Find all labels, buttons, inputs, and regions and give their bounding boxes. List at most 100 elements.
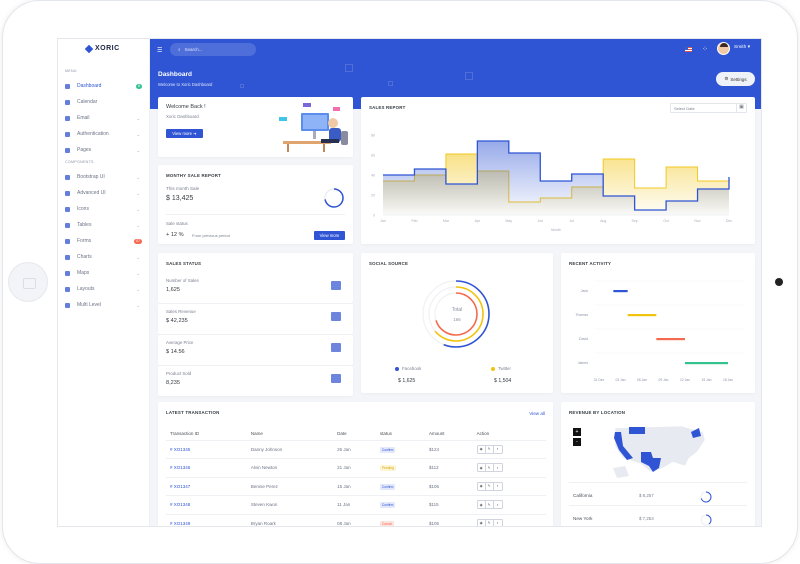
sidebar-item-label: Bootstrap UI: [77, 174, 105, 180]
monthly-view-more-button[interactable]: View more: [314, 231, 345, 240]
welcome-view-more-button[interactable]: View more ➜: [166, 129, 203, 138]
transaction-id-link[interactable]: # XO1345: [166, 440, 247, 459]
sidebar-item-dashboard[interactable]: Dashboard 8: [65, 80, 145, 92]
edit-icon[interactable]: ✎: [486, 482, 494, 490]
location-name: New York: [573, 516, 593, 521]
amount-cell: $105: [424, 514, 473, 526]
eye-icon[interactable]: ◉: [478, 501, 486, 509]
transaction-id-link[interactable]: # XO1346: [166, 458, 247, 478]
sales-status-item: Product Sold 8,235: [158, 366, 353, 396]
social-total-value: 166: [453, 317, 461, 322]
sales-stat-value: $ 42,235: [166, 318, 188, 324]
sidebar-item-advanced-ui[interactable]: Advanced UI ⌄: [65, 187, 145, 199]
action-group: ◉ ✎ ▪: [476, 481, 503, 491]
map-zoom-out-button[interactable]: -: [573, 438, 581, 446]
welcome-subtitle: Xoric Dashboard: [166, 114, 199, 119]
sidebar-item-pages[interactable]: Pages ⌄: [65, 144, 145, 156]
trash-icon[interactable]: ▪: [497, 484, 499, 489]
x-tick-label: Aug: [600, 219, 606, 223]
x-tick-label: Mar: [443, 219, 450, 223]
eye-icon[interactable]: ◉: [478, 464, 486, 472]
sales-status-title: SALES STATUS: [166, 261, 202, 266]
action-group: ◉ ✎ ▪: [476, 444, 503, 454]
eye-icon[interactable]: ◉: [478, 445, 486, 453]
advanced-icon: [65, 190, 70, 196]
sale-status-value: + 12 %: [166, 232, 184, 238]
sidebar-item-calendar[interactable]: Calendar: [65, 96, 145, 108]
sidebar-item-tables[interactable]: Tables ⌄: [65, 219, 145, 231]
sidebar: XORIC MENU Dashboard 8 Calendar Email ⌄ Authe…: [58, 39, 150, 526]
select-date-input[interactable]: Select Date ▣: [670, 103, 747, 113]
x-tick-label: 31 Dec: [594, 378, 605, 382]
logo-icon: [84, 44, 94, 53]
sidebar-item-multi-level[interactable]: Multi Level ⌄: [65, 299, 145, 311]
trash-icon[interactable]: ▪: [497, 447, 499, 452]
status-cell: Pending: [375, 458, 425, 478]
sidebar-item-forms[interactable]: Forms 07: [65, 235, 145, 247]
apps-grid-icon[interactable]: ⁘: [702, 46, 708, 53]
name-cell: Steven Kwon: [246, 495, 334, 515]
action-cell: ◉ ✎ ▪: [472, 495, 546, 515]
trash-icon[interactable]: ▪: [497, 521, 499, 526]
sidebar-item-maps[interactable]: Maps ⌄: [65, 267, 145, 279]
latest-transaction-card: LATEST TRANSACTION View all Transaction …: [158, 402, 553, 526]
us-flag-icon[interactable]: [685, 47, 692, 52]
social-total-label: Total: [451, 307, 463, 313]
sidebar-item-authentication[interactable]: Authentication ⌄: [65, 128, 145, 140]
monitor-icon: [65, 83, 70, 89]
legend-dot: [395, 367, 399, 371]
icons-icon: [65, 206, 70, 212]
view-all-link[interactable]: View all: [529, 411, 545, 416]
task-bar-jack: [613, 290, 628, 293]
edit-icon[interactable]: ✎: [486, 519, 494, 526]
social-source-card: SOCIAL SOURCE Total 166 Facebook $ 1,625 T…: [361, 253, 553, 393]
this-month-label: This month Sale: [166, 186, 200, 191]
edit-icon[interactable]: ✎: [486, 501, 494, 509]
button-label: View more: [172, 131, 193, 136]
sidebar-item-bootstrap-ui[interactable]: Bootstrap UI ⌄: [65, 171, 145, 183]
form-icon: [65, 238, 70, 244]
chevron-down-icon: ⌄: [136, 302, 140, 308]
user-menu[interactable]: Smith ▾: [734, 45, 751, 50]
edit-icon[interactable]: ✎: [486, 464, 494, 472]
sidebar-item-layouts[interactable]: Layouts ⌄: [65, 283, 145, 295]
x-tick-label: Jul: [569, 219, 574, 223]
amount-cell: $112: [424, 458, 473, 478]
transaction-id-link[interactable]: # XO1348: [166, 495, 247, 515]
sidebar-item-email[interactable]: Email ⌄: [65, 112, 145, 124]
transaction-id-link[interactable]: # XO1349: [166, 514, 247, 526]
task-label: James: [578, 361, 589, 365]
sidebar-item-icons[interactable]: Icons ⌄: [65, 203, 145, 215]
developer-illustration: [279, 103, 348, 152]
sales-report-card: SALES REPORT Select Date ▣ 0 20 40 60 80 Jan Fe…: [361, 97, 755, 244]
map-zoom-in-button[interactable]: +: [573, 428, 581, 436]
eye-icon[interactable]: ◉: [478, 482, 486, 490]
date-cell: 15 Jan: [333, 477, 376, 496]
sidebar-item-label: Multi Level: [77, 302, 101, 308]
sidebar-item-label: Authentication: [77, 131, 109, 137]
search-input[interactable]: ⌕ Search...: [170, 43, 256, 56]
x-tick-label: Dec: [726, 219, 732, 223]
edit-icon[interactable]: ✎: [486, 445, 494, 453]
ring-bar-1: [428, 286, 484, 342]
table-icon: [65, 222, 70, 228]
amount-cell: $115: [424, 495, 473, 515]
settings-button[interactable]: ⚙ Settings: [716, 72, 755, 86]
y-tick-label: 60: [371, 154, 375, 158]
chevron-down-icon: ⌄: [136, 206, 140, 212]
action-cell: ◉ ✎ ▪: [472, 440, 546, 459]
sidebar-item-label: Forms: [77, 238, 92, 244]
eye-icon[interactable]: ◉: [478, 519, 486, 526]
sidebar-item-charts[interactable]: Charts ⌄: [65, 251, 145, 263]
trash-icon[interactable]: ▪: [497, 465, 499, 470]
location-progress-ring: [700, 514, 712, 526]
calendar-icon[interactable]: ▣: [736, 104, 746, 112]
trash-icon[interactable]: ▪: [497, 502, 499, 507]
menu-toggle-icon[interactable]: ☰: [157, 48, 163, 54]
location-progress-ring: [700, 491, 712, 503]
transaction-id-link[interactable]: # XO1347: [166, 477, 247, 496]
texas-region: [641, 452, 661, 472]
date-cell: 08 Jan: [333, 514, 376, 526]
avatar[interactable]: [717, 42, 730, 55]
logo[interactable]: XORIC: [84, 44, 120, 53]
